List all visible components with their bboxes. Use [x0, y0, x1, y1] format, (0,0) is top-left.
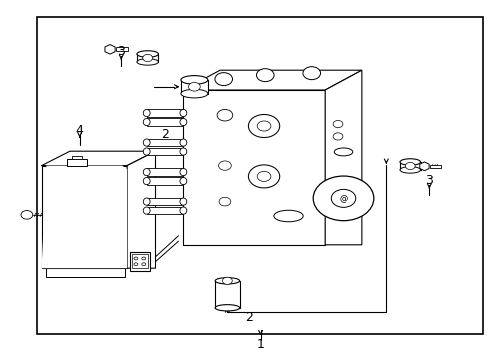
Polygon shape	[127, 151, 155, 268]
Circle shape	[188, 82, 200, 91]
Bar	[67, 159, 87, 166]
Ellipse shape	[143, 198, 150, 205]
Bar	[429, 165, 440, 168]
Ellipse shape	[180, 198, 186, 205]
Ellipse shape	[399, 167, 420, 173]
Circle shape	[405, 162, 414, 170]
Circle shape	[248, 165, 279, 188]
Bar	[146, 109, 183, 117]
Ellipse shape	[180, 168, 186, 176]
Circle shape	[332, 121, 342, 128]
Bar	[399, 162, 420, 170]
Polygon shape	[183, 90, 325, 245]
Circle shape	[142, 263, 145, 266]
Ellipse shape	[137, 59, 158, 65]
Polygon shape	[41, 151, 155, 166]
Ellipse shape	[143, 177, 150, 185]
Circle shape	[256, 69, 273, 82]
Bar	[146, 168, 183, 176]
Circle shape	[219, 197, 230, 206]
Bar	[215, 281, 239, 308]
Circle shape	[142, 257, 145, 260]
Ellipse shape	[334, 148, 352, 156]
Bar	[137, 54, 158, 62]
Bar	[181, 80, 207, 94]
Circle shape	[248, 114, 279, 138]
Polygon shape	[183, 70, 361, 90]
Polygon shape	[41, 166, 127, 268]
Ellipse shape	[180, 207, 186, 214]
Text: 3: 3	[425, 174, 432, 187]
Text: 2: 2	[245, 311, 253, 324]
Ellipse shape	[137, 51, 158, 57]
Ellipse shape	[273, 210, 303, 222]
Bar	[146, 139, 183, 146]
Circle shape	[21, 211, 33, 219]
Text: 1: 1	[256, 338, 264, 351]
Ellipse shape	[143, 109, 150, 117]
Bar	[146, 177, 183, 185]
Ellipse shape	[143, 118, 150, 126]
Ellipse shape	[181, 89, 207, 98]
Circle shape	[257, 121, 270, 131]
Polygon shape	[41, 166, 127, 268]
Bar	[129, 252, 150, 271]
Ellipse shape	[180, 118, 186, 126]
Circle shape	[217, 109, 232, 121]
Ellipse shape	[215, 305, 239, 311]
Ellipse shape	[399, 159, 420, 165]
Circle shape	[134, 263, 138, 266]
Bar	[37, 17, 482, 334]
Ellipse shape	[143, 139, 150, 146]
Circle shape	[134, 257, 138, 260]
Bar	[116, 47, 128, 51]
Text: 4: 4	[76, 124, 83, 137]
Bar	[131, 254, 148, 268]
Ellipse shape	[181, 76, 207, 84]
Polygon shape	[105, 45, 115, 54]
Text: 2: 2	[161, 128, 169, 141]
Circle shape	[215, 73, 232, 86]
Ellipse shape	[180, 109, 186, 117]
Ellipse shape	[143, 207, 150, 214]
Circle shape	[142, 54, 152, 62]
Bar	[146, 207, 183, 214]
Bar	[146, 198, 183, 205]
Circle shape	[313, 176, 373, 221]
Circle shape	[257, 171, 270, 181]
Circle shape	[222, 277, 232, 284]
Text: @: @	[339, 194, 347, 203]
Ellipse shape	[143, 148, 150, 155]
Bar	[146, 118, 183, 126]
Polygon shape	[419, 162, 428, 171]
Text: 3: 3	[117, 45, 125, 58]
Bar	[46, 266, 124, 277]
Circle shape	[302, 67, 320, 80]
Ellipse shape	[143, 168, 150, 176]
Ellipse shape	[180, 148, 186, 155]
Ellipse shape	[215, 278, 239, 284]
Ellipse shape	[180, 139, 186, 146]
Bar	[146, 148, 183, 155]
Circle shape	[218, 161, 231, 170]
Bar	[72, 156, 82, 159]
Circle shape	[331, 189, 355, 207]
Circle shape	[332, 133, 342, 140]
Polygon shape	[325, 70, 361, 245]
Ellipse shape	[180, 177, 186, 185]
